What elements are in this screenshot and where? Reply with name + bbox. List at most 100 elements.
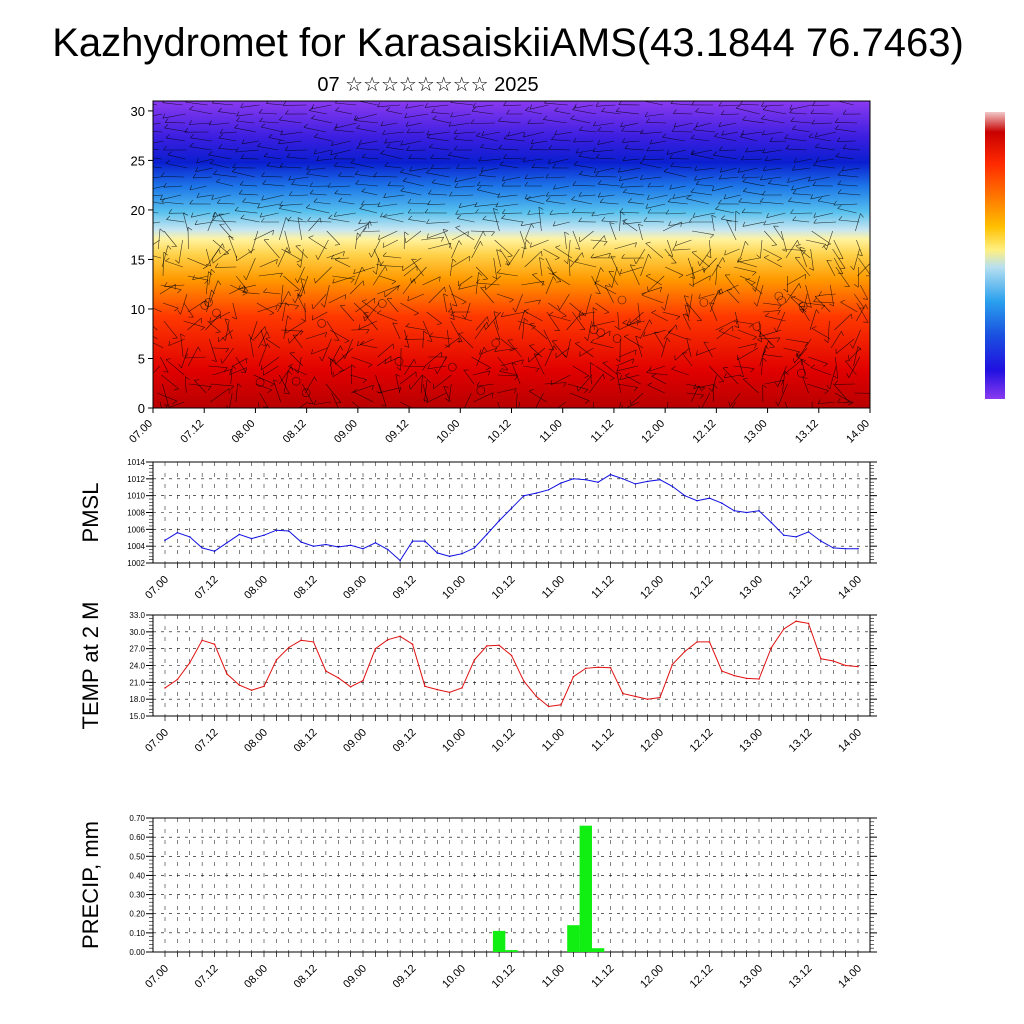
wind-barb [259,112,278,115]
wind-barb [568,259,571,277]
pmsl-point [560,482,562,484]
wind-barb [501,311,525,318]
wind-barb-flag [309,189,314,194]
wind-barb [234,127,256,133]
wind-barb-flag [422,374,427,379]
temp-point [399,635,401,638]
wind-barb [854,392,870,394]
page-title: Kazhydromet for KarasaiskiiAMS(43.1844 7… [52,21,964,65]
wind-barb [515,293,523,313]
wind-barb-flag [752,271,757,276]
wind-barb-flag [367,223,370,229]
wind-barb [670,165,693,169]
temp-point [671,663,674,666]
wind-barb-flag [572,105,577,110]
wind-barb-flag [239,180,244,186]
wind-barb-flag [799,308,804,313]
wind-barb [400,171,422,178]
wind-barb [616,365,638,372]
wind-barb-flag [400,140,404,146]
wind-barb-flag [187,227,193,231]
wind-barb-flag [619,374,622,380]
colorbar [985,112,1005,399]
wind-barb-flag [385,266,388,272]
calm-marker [774,291,784,301]
wind-barb-flag [306,165,310,171]
pmsl-point [535,492,538,494]
wind-barb [153,131,163,133]
wind-barb [305,332,327,340]
wind-barb-flag [167,151,172,156]
wind-barb [736,107,760,115]
wind-barb [404,113,429,118]
wind-barb [667,201,688,205]
wind-barb-flag [693,125,698,130]
wind-barb [692,230,714,235]
wind-barb [598,194,615,198]
wind-barb [386,146,404,151]
wind-barb [166,219,185,223]
wind-barb [364,302,380,322]
wind-barb [553,185,570,190]
wind-barb-flag [287,216,292,221]
heatmap-x-tick-label: 10.00 [434,418,462,446]
wind-barb [588,373,604,394]
wind-barb [477,189,500,196]
wind-barb-flag [528,389,534,392]
wind-barb [380,122,398,127]
wind-barb-flag [458,284,461,290]
wind-barb-flag [426,169,431,174]
wind-barb [289,194,309,196]
wind-barb-flag [597,192,601,198]
wind-barb-flag [501,214,506,219]
wind-barb [571,199,593,205]
wind-barb [641,294,664,304]
wind-barb-flag [491,231,495,236]
precip-x-tick-label: 10.12 [490,963,518,991]
wind-barb [731,401,737,408]
wind-barb-flag [405,322,410,327]
wind-barb [760,358,764,376]
wind-barb-flag [344,294,347,300]
wind-barb [378,230,398,241]
wind-barb [711,374,717,392]
wind-barb [762,310,781,313]
wind-barb [378,387,402,394]
wind-barb-flag [207,386,212,391]
wind-barb [591,212,615,217]
wind-barb-flag [165,257,170,262]
wind-barb-flag [356,144,361,149]
wind-barb [497,401,500,408]
wind-barb-flag [728,401,731,407]
wind-barb [297,294,307,313]
wind-barb [357,338,374,347]
wind-barb [476,383,494,387]
wind-barb [241,140,259,145]
wind-barb-flag [285,109,289,115]
wind-barb-flag [408,215,413,220]
wind-barb-flag [545,197,551,202]
wind-barb [530,239,549,248]
wind-barb [690,154,715,160]
wind-barb [288,176,309,181]
wind-barb-flag [163,251,168,256]
temp-point [250,689,253,691]
pmsl-point [622,478,624,480]
precip-x-tick-label: 11.00 [540,963,567,990]
wind-barb-flag [476,279,480,284]
wind-barb-flag [215,331,221,334]
wind-barb [431,182,451,187]
wind-barb [765,315,786,322]
pmsl-y-tick-label: 1006 [127,525,145,534]
wind-barb-flag [694,175,697,181]
wind-barb-flag [237,383,242,388]
wind-barb [317,239,329,260]
wind-barb-flag [759,197,764,203]
wind-barb-flag [557,305,560,311]
wind-barb-flag [563,382,567,387]
wind-barb-flag [223,253,229,256]
wind-barb-flag [787,177,790,183]
wind-barb [551,139,571,142]
wind-barb-flag [454,183,458,188]
wind-barb-flag [690,276,695,279]
